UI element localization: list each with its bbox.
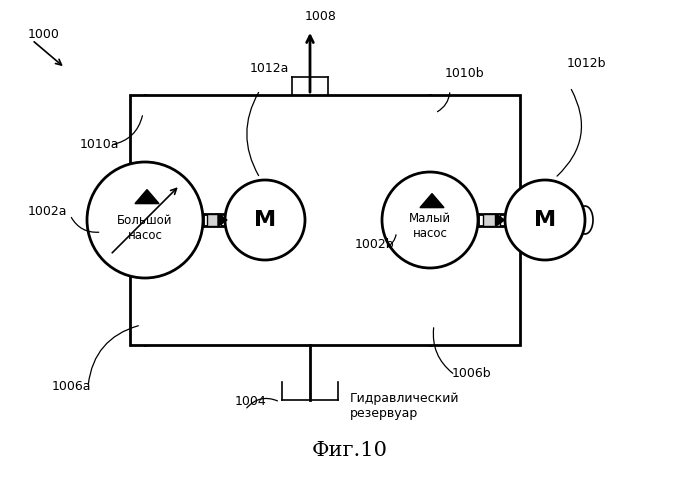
Text: 1002b: 1002b	[355, 238, 395, 251]
Text: 1012a: 1012a	[250, 62, 289, 75]
Text: Гидравлический
резервуар: Гидравлический резервуар	[350, 392, 459, 420]
Text: Малый
насос: Малый насос	[409, 212, 451, 240]
Circle shape	[505, 180, 585, 260]
Text: Фиг.10: Фиг.10	[312, 441, 387, 460]
Text: 1006b: 1006b	[452, 367, 491, 380]
Polygon shape	[420, 194, 444, 208]
Circle shape	[225, 180, 305, 260]
Bar	[208, 214, 221, 226]
Text: 1002a: 1002a	[28, 205, 68, 218]
Circle shape	[87, 162, 203, 278]
Text: M: M	[534, 210, 556, 230]
Text: 1006a: 1006a	[52, 380, 92, 393]
Text: 1010a: 1010a	[80, 138, 120, 151]
Bar	[130, 95, 520, 345]
Text: 1012b: 1012b	[567, 57, 607, 70]
Text: 1004: 1004	[235, 395, 267, 408]
Polygon shape	[218, 214, 227, 227]
Circle shape	[382, 172, 478, 268]
Polygon shape	[135, 189, 159, 203]
Text: 1010b: 1010b	[445, 67, 484, 80]
Text: Большой
насос: Большой насос	[117, 214, 173, 242]
Text: 1008: 1008	[305, 10, 337, 23]
Bar	[484, 214, 500, 226]
Text: M: M	[254, 210, 276, 230]
Text: 1000: 1000	[28, 28, 60, 41]
Polygon shape	[496, 214, 505, 227]
